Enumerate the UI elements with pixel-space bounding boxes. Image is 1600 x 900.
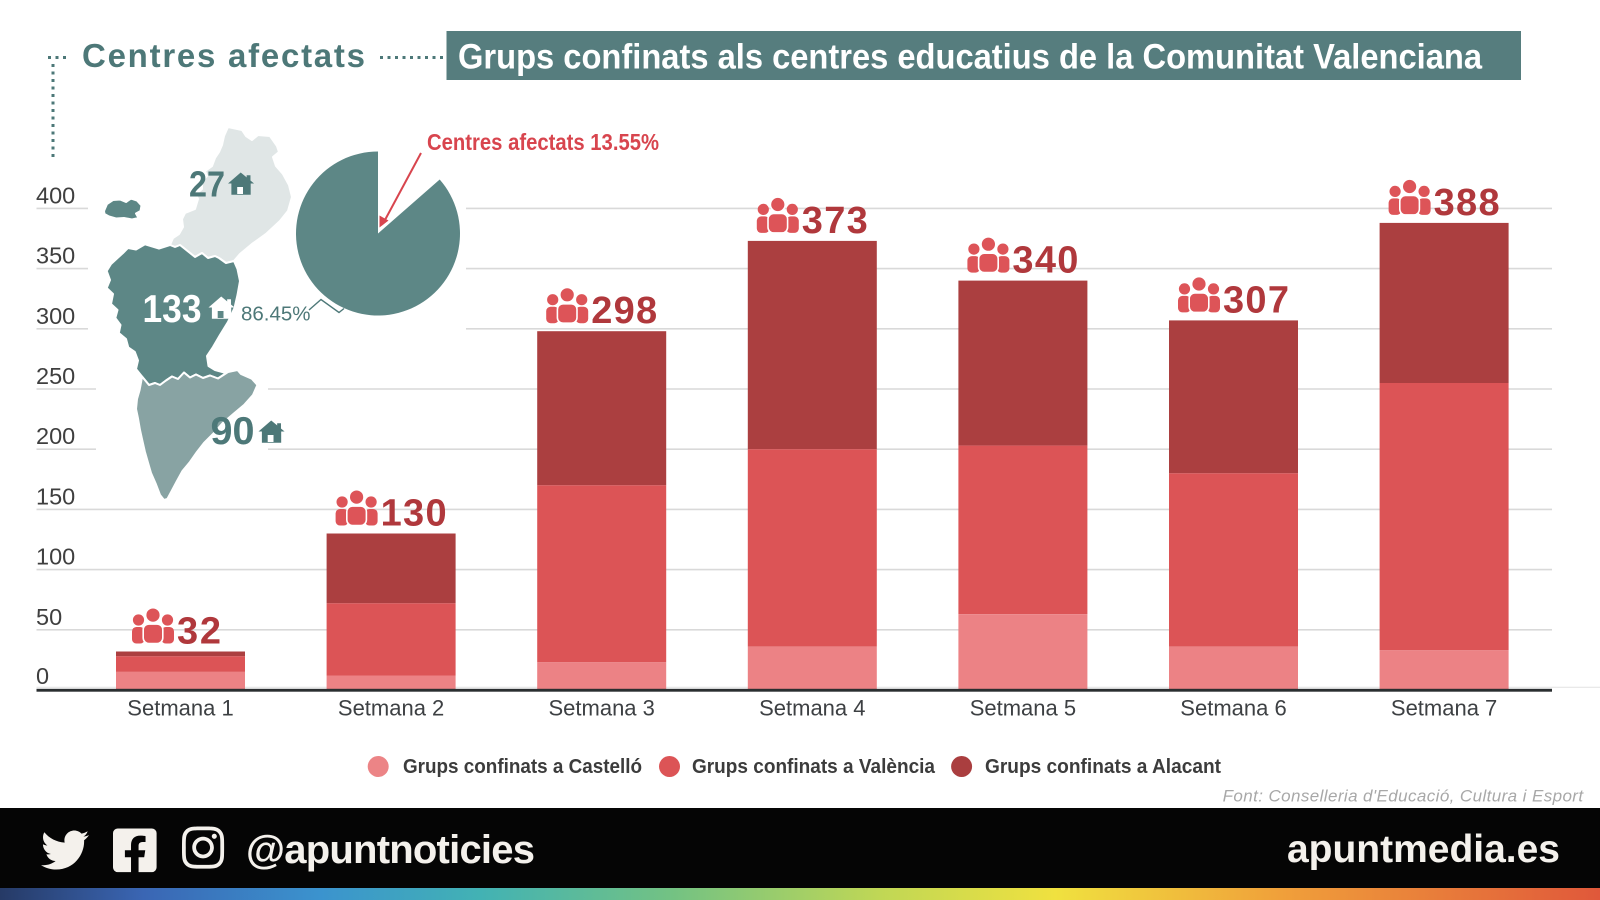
svg-text:@apuntnoticies: @apuntnoticies [246, 828, 535, 872]
svg-text:340: 340 [1012, 240, 1078, 282]
svg-text:Grups confinats a València: Grups confinats a València [692, 756, 936, 778]
svg-text:300: 300 [36, 303, 75, 329]
svg-text:298: 298 [591, 290, 657, 332]
svg-text:Setmana 7: Setmana 7 [1391, 696, 1497, 721]
svg-text:307: 307 [1223, 279, 1289, 321]
svg-text:373: 373 [802, 200, 868, 242]
svg-text:400: 400 [36, 182, 75, 208]
svg-text:133: 133 [143, 288, 202, 331]
svg-text:apuntmedia.es: apuntmedia.es [1287, 828, 1560, 871]
svg-text:Setmana 5: Setmana 5 [970, 696, 1076, 721]
svg-text:Font: Conselleria d'Educació,: Font: Conselleria d'Educació, Cultura i … [1223, 786, 1585, 805]
svg-text:Centres afectats: Centres afectats [82, 37, 365, 74]
svg-text:350: 350 [36, 243, 75, 269]
svg-text:150: 150 [36, 483, 75, 509]
svg-text:250: 250 [36, 363, 75, 389]
svg-text:388: 388 [1434, 182, 1500, 224]
svg-text:Setmana 6: Setmana 6 [1180, 696, 1286, 721]
svg-text:Setmana 4: Setmana 4 [759, 696, 865, 721]
svg-text:0: 0 [36, 663, 49, 689]
svg-text:Setmana 2: Setmana 2 [338, 696, 444, 721]
svg-text:50: 50 [36, 604, 62, 630]
svg-text:Grups confinats als centres ed: Grups confinats als centres educatius de… [458, 38, 1482, 77]
svg-text:100: 100 [36, 544, 75, 570]
svg-text:130: 130 [381, 493, 447, 535]
svg-text:32: 32 [177, 611, 221, 653]
svg-text:Grups confinats a Castelló: Grups confinats a Castelló [403, 756, 642, 778]
svg-text:200: 200 [36, 423, 75, 449]
svg-text:27: 27 [189, 164, 225, 205]
svg-text:Setmana 3: Setmana 3 [548, 696, 654, 721]
svg-text:90: 90 [211, 410, 255, 453]
svg-text:Grups confinats a Alacant: Grups confinats a Alacant [985, 756, 1221, 778]
svg-text:Setmana 1: Setmana 1 [127, 696, 233, 721]
svg-text:Centres afectats 13.55%: Centres afectats 13.55% [427, 129, 659, 155]
svg-text:86.45%: 86.45% [241, 303, 311, 326]
